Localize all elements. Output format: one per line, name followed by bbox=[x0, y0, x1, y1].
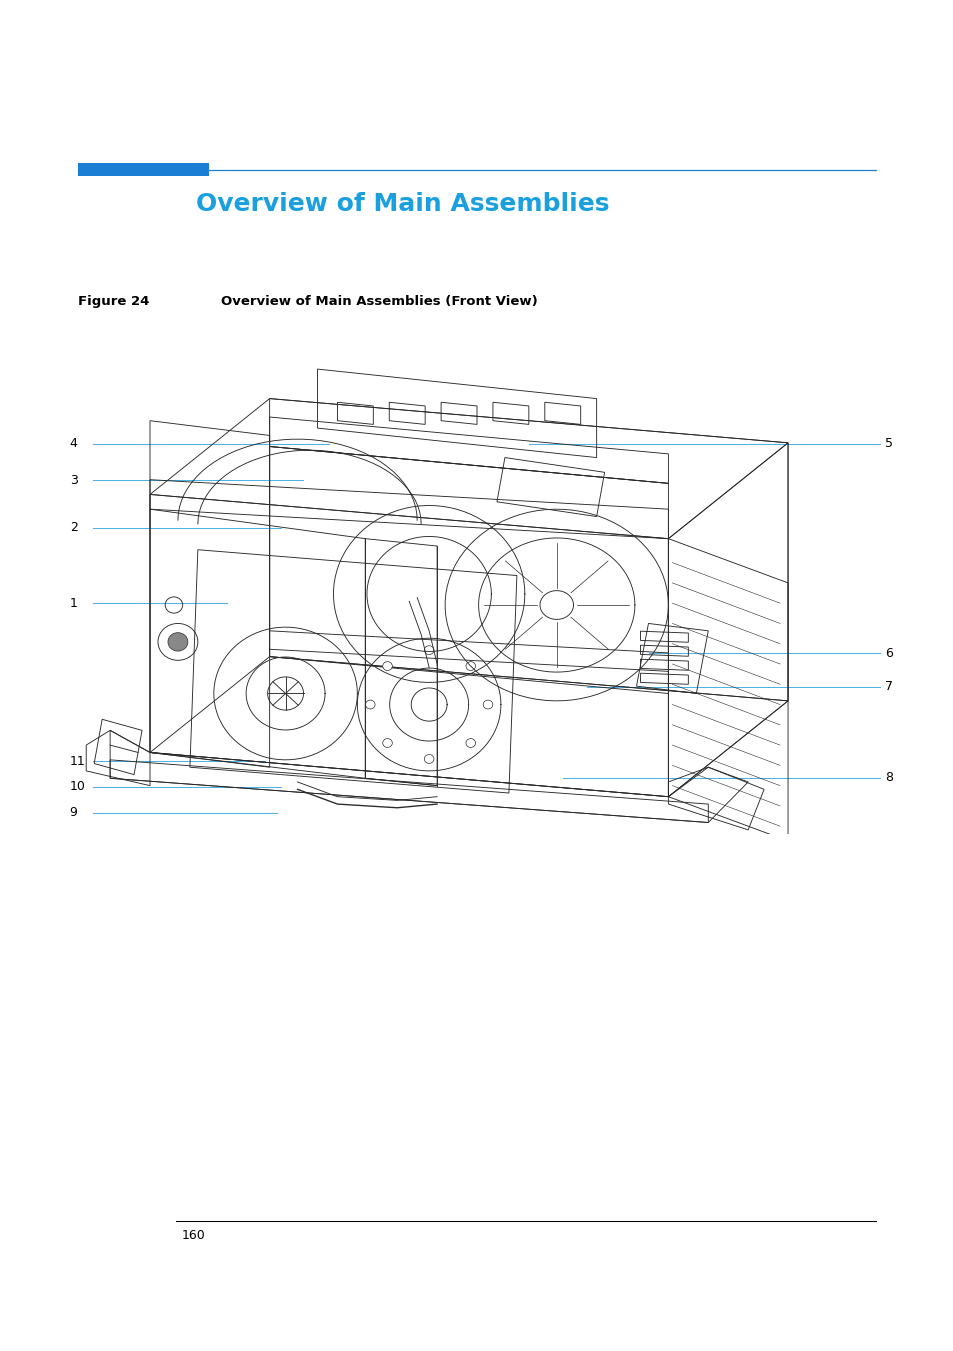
Circle shape bbox=[382, 662, 392, 670]
Circle shape bbox=[382, 739, 392, 747]
Text: 2: 2 bbox=[70, 521, 77, 534]
Text: Overview of Main Assemblies: Overview of Main Assemblies bbox=[195, 192, 608, 216]
Text: 160: 160 bbox=[181, 1229, 205, 1243]
Text: 4: 4 bbox=[70, 438, 77, 450]
Text: 5: 5 bbox=[884, 438, 892, 450]
Text: 11: 11 bbox=[70, 755, 86, 767]
Text: Overview of Main Assemblies (Front View): Overview of Main Assemblies (Front View) bbox=[221, 295, 537, 308]
Bar bbox=[78, 163, 209, 176]
Text: 10: 10 bbox=[70, 781, 86, 793]
Circle shape bbox=[168, 632, 188, 651]
Circle shape bbox=[465, 662, 475, 670]
Text: 9: 9 bbox=[70, 807, 77, 819]
Circle shape bbox=[424, 754, 434, 763]
Text: 8: 8 bbox=[884, 771, 892, 784]
Text: Figure 24: Figure 24 bbox=[78, 295, 150, 308]
Circle shape bbox=[365, 700, 375, 709]
Text: 3: 3 bbox=[70, 474, 77, 486]
Text: 7: 7 bbox=[884, 681, 892, 693]
Circle shape bbox=[483, 700, 493, 709]
Text: 1: 1 bbox=[70, 597, 77, 609]
Circle shape bbox=[465, 739, 475, 747]
Text: 6: 6 bbox=[884, 647, 892, 659]
Circle shape bbox=[424, 646, 434, 655]
